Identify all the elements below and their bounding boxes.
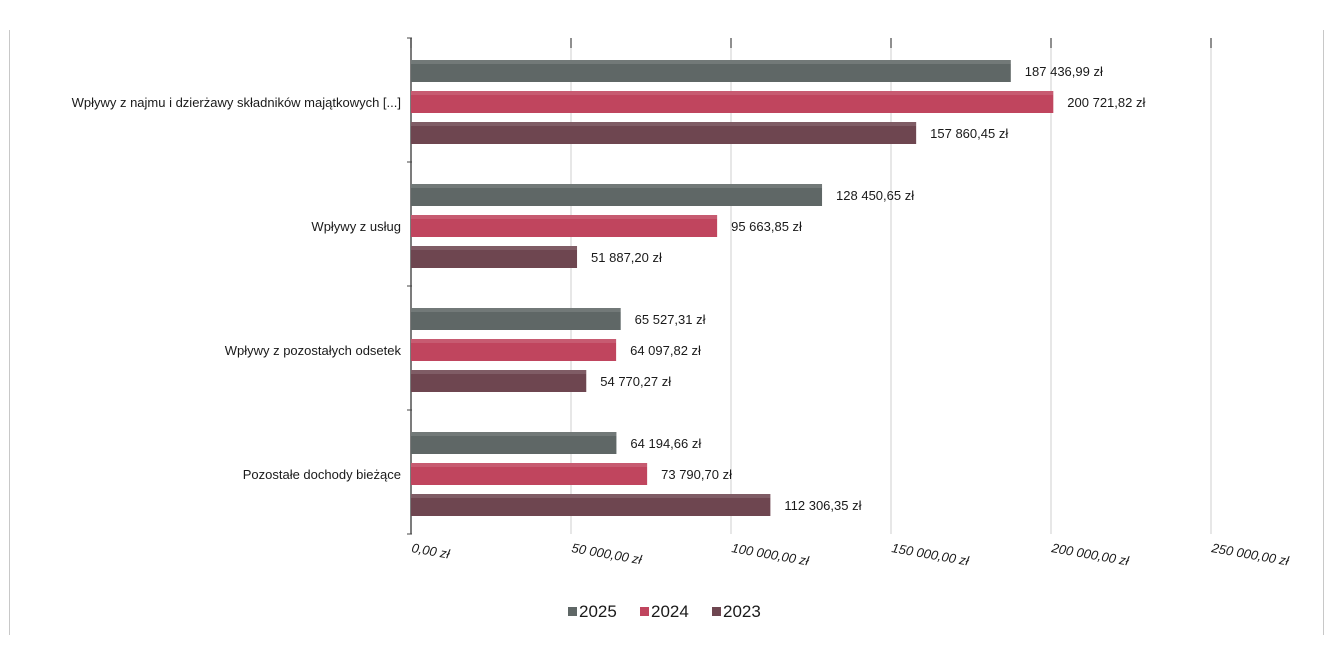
x-tick-label: 100 000,00 zł: [730, 540, 811, 569]
data-label: 95 663,85 zł: [731, 219, 802, 234]
x-tick-label: 150 000,00 zł: [890, 540, 971, 569]
data-label: 187 436,99 zł: [1025, 64, 1103, 79]
bar-highlight: [411, 432, 617, 436]
bar-2023: [411, 246, 578, 268]
category-label: Wpływy z usług: [311, 219, 401, 234]
legend-swatch-2023: [712, 607, 721, 616]
bar-highlight: [411, 246, 578, 250]
frame-border-right: [1323, 30, 1324, 635]
data-label: 157 860,45 zł: [930, 126, 1008, 141]
bar-highlight: [411, 91, 1054, 95]
x-tick-label: 250 000,00 zł: [1209, 540, 1291, 569]
data-label: 54 770,27 zł: [600, 374, 671, 389]
bar-highlight: [411, 308, 621, 312]
bar-2025: [411, 432, 617, 454]
frame-border-left: [9, 30, 10, 635]
data-label: 65 527,31 zł: [635, 312, 706, 327]
x-tick-label: 50 000,00 zł: [570, 540, 643, 567]
data-label: 51 887,20 zł: [591, 250, 662, 265]
legend-label: 2025: [579, 602, 617, 621]
bar-highlight: [411, 339, 617, 343]
data-label: 64 097,82 zł: [630, 343, 701, 358]
legend-swatch-2025: [568, 607, 577, 616]
bar-highlight: [411, 463, 648, 467]
category-label: Pozostałe dochody bieżące: [243, 467, 401, 482]
legend-label: 2024: [651, 602, 689, 621]
data-label: 128 450,65 zł: [836, 188, 914, 203]
bar-highlight: [411, 370, 587, 374]
bar-2024: [411, 339, 617, 361]
category-label: Wpływy z pozostałych odsetek: [225, 343, 402, 358]
bar-2023: [411, 122, 917, 144]
bar-highlight: [411, 122, 917, 126]
bar-2024: [411, 215, 718, 237]
bar-2023: [411, 370, 587, 392]
bar-2025: [411, 60, 1011, 82]
bar-2023: [411, 494, 771, 516]
x-tick-label: 200 000,00 zł: [1049, 540, 1131, 569]
data-label: 112 306,35 zł: [784, 498, 861, 513]
data-label: 200 721,82 zł: [1067, 95, 1145, 110]
legend-swatch-2024: [640, 607, 649, 616]
category-label: Wpływy z najmu i dzierżawy składników ma…: [72, 95, 401, 110]
bar-highlight: [411, 184, 823, 188]
legend-label: 2023: [723, 602, 761, 621]
bar-highlight: [411, 215, 718, 219]
data-label: 73 790,70 zł: [661, 467, 732, 482]
bar-highlight: [411, 494, 771, 498]
bar-2025: [411, 308, 621, 330]
bar-highlight: [411, 60, 1011, 64]
x-tick-label: 0,00 zł: [410, 540, 451, 562]
bar-2024: [411, 91, 1054, 113]
bar-2024: [411, 463, 648, 485]
bar-2025: [411, 184, 823, 206]
data-label: 64 194,66 zł: [630, 436, 701, 451]
